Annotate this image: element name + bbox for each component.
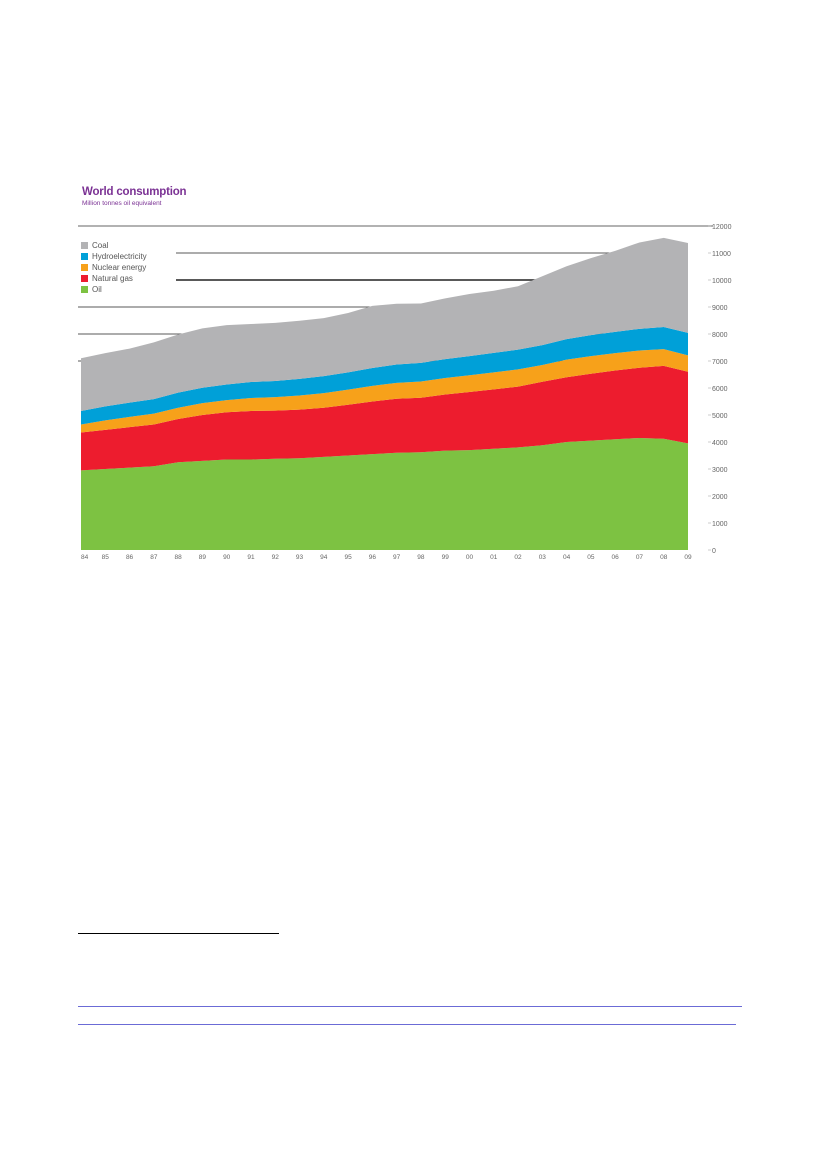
legend-item-oil: Oil (81, 284, 147, 295)
x-tick-label: 86 (126, 554, 134, 561)
y-tick-label: 7000 (712, 359, 728, 366)
y-tick-label: 8000 (712, 332, 728, 339)
x-tick-label: 06 (612, 554, 620, 561)
x-tick-label: 85 (102, 554, 110, 561)
legend-item-hydroelectricity: Hydroelectricity (81, 251, 147, 262)
legend-item-natural-gas: Natural gas (81, 273, 147, 284)
x-tick-label: 88 (175, 554, 183, 561)
legend-swatch (81, 275, 88, 282)
x-tick-label: 84 (81, 554, 89, 561)
x-tick-label: 90 (223, 554, 231, 561)
x-tick-label: 93 (296, 554, 304, 561)
footer-divider-top (78, 1006, 742, 1007)
legend-label: Oil (92, 285, 102, 294)
area-natural-gas (81, 365, 688, 471)
legend-label: Hydroelectricity (92, 252, 147, 261)
y-tick-label: 4000 (712, 440, 728, 447)
x-tick-label: 97 (393, 554, 401, 561)
x-tick-label: 89 (199, 554, 207, 561)
footnote-divider (78, 933, 279, 934)
x-tick-label: 87 (150, 554, 158, 561)
x-tick-label: 08 (660, 554, 668, 561)
y-tick-label: 2000 (712, 494, 728, 501)
x-tick-label: 95 (344, 554, 352, 561)
x-tick-label: 91 (247, 554, 255, 561)
legend-label: Coal (92, 241, 109, 250)
y-tick-label: 12000 (712, 224, 732, 231)
x-tick-label: 94 (320, 554, 328, 561)
area-oil (81, 437, 688, 550)
legend-item-coal: Coal (81, 240, 147, 251)
footer-divider-bottom (78, 1024, 736, 1025)
x-tick-label: 96 (369, 554, 377, 561)
legend-swatch (81, 286, 88, 293)
chart-title: World consumption (82, 186, 187, 198)
legend-label: Natural gas (92, 274, 133, 283)
chart-subtitle: Million tonnes oil equivalent (82, 200, 162, 207)
y-tick-label: 3000 (712, 467, 728, 474)
y-tick-label: 1000 (712, 521, 728, 528)
y-tick-label: 5000 (712, 413, 728, 420)
area-hydroelectricity (81, 326, 688, 425)
x-tick-label: 00 (466, 554, 474, 561)
y-tick-label: 10000 (712, 278, 732, 285)
chart-container: World consumption Million tonnes oil equ… (78, 186, 758, 566)
area-nuclear-energy (81, 349, 688, 433)
y-tick-label: 6000 (712, 386, 728, 393)
legend-label: Nuclear energy (92, 263, 147, 272)
x-tick-label: 99 (442, 554, 450, 561)
legend-swatch (81, 264, 88, 271)
y-tick-label: 0 (712, 548, 716, 555)
y-tick-label: 9000 (712, 305, 728, 312)
x-tick-label: 92 (272, 554, 280, 561)
legend-swatch (81, 253, 88, 260)
chart-legend: Coal Hydroelectricity Nuclear energy Natura… (81, 240, 147, 295)
legend-item-nuclear-energy: Nuclear energy (81, 262, 147, 273)
x-tick-label: 01 (490, 554, 498, 561)
x-tick-label: 09 (684, 554, 692, 561)
x-tick-label: 98 (417, 554, 425, 561)
x-tick-label: 05 (587, 554, 595, 561)
area-chart: 0100020003000400050006000700080009000100… (78, 224, 732, 561)
legend-swatch (81, 242, 88, 249)
y-tick-label: 11000 (712, 251, 731, 258)
x-tick-label: 04 (563, 554, 571, 561)
area-coal (81, 237, 688, 411)
x-tick-label: 07 (636, 554, 644, 561)
x-tick-label: 03 (539, 554, 547, 561)
x-tick-label: 02 (514, 554, 522, 561)
